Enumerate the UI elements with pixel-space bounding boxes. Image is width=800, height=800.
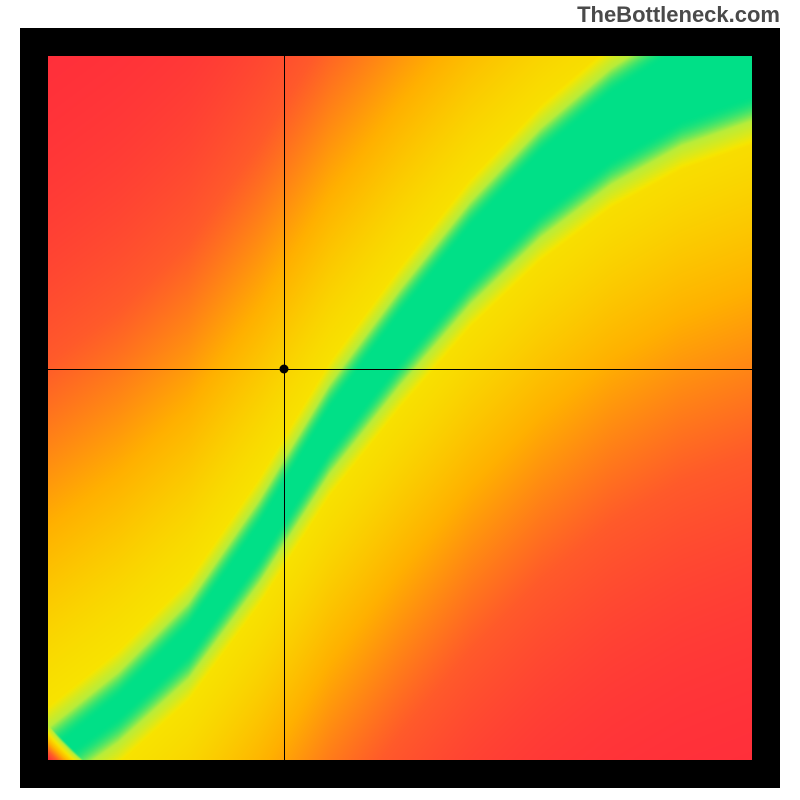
crosshair-vertical xyxy=(284,56,285,760)
root-container: TheBottleneck.com xyxy=(0,0,800,800)
crosshair-horizontal xyxy=(48,369,752,370)
watermark-text: TheBottleneck.com xyxy=(577,2,780,28)
chart-outer-frame xyxy=(20,28,780,788)
heatmap-plot-area xyxy=(48,56,752,760)
crosshair-marker-dot xyxy=(279,365,288,374)
heatmap-canvas xyxy=(48,56,752,760)
